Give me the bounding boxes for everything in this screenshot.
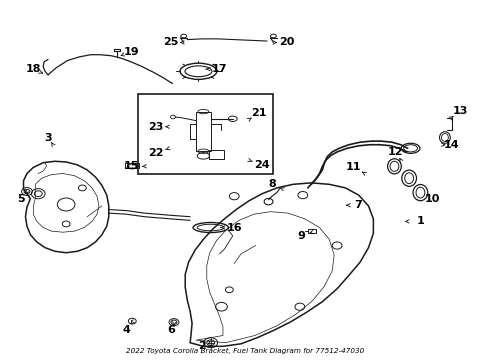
- Text: 25: 25: [163, 37, 178, 48]
- Text: 10: 10: [424, 194, 440, 204]
- Text: 14: 14: [444, 140, 460, 150]
- Text: 5: 5: [17, 194, 24, 204]
- Text: 23: 23: [148, 122, 164, 132]
- Bar: [308, 229, 316, 233]
- Text: 21: 21: [251, 108, 267, 118]
- Text: 13: 13: [453, 106, 468, 116]
- Text: 11: 11: [346, 162, 362, 172]
- Text: 9: 9: [297, 231, 305, 241]
- Text: 19: 19: [123, 47, 139, 57]
- Text: 17: 17: [212, 64, 227, 74]
- Text: 7: 7: [354, 200, 362, 210]
- Text: 8: 8: [268, 179, 276, 189]
- Text: 18: 18: [25, 64, 41, 74]
- Text: 4: 4: [122, 325, 130, 336]
- Text: 3: 3: [44, 132, 52, 143]
- Bar: [196, 112, 211, 151]
- Text: 24: 24: [254, 160, 270, 170]
- Text: 2: 2: [198, 341, 206, 351]
- Text: 22: 22: [148, 148, 164, 158]
- Text: 6: 6: [168, 325, 175, 336]
- Text: 20: 20: [279, 37, 294, 48]
- Text: 12: 12: [388, 147, 404, 157]
- Text: 2022 Toyota Corolla Bracket, Fuel Tank Diagram for 77512-47030: 2022 Toyota Corolla Bracket, Fuel Tank D…: [126, 347, 364, 354]
- Text: 15: 15: [123, 161, 139, 171]
- Text: 1: 1: [416, 216, 424, 226]
- Text: 16: 16: [226, 222, 242, 233]
- Bar: [209, 150, 224, 159]
- Bar: [125, 163, 139, 168]
- Bar: [138, 94, 273, 174]
